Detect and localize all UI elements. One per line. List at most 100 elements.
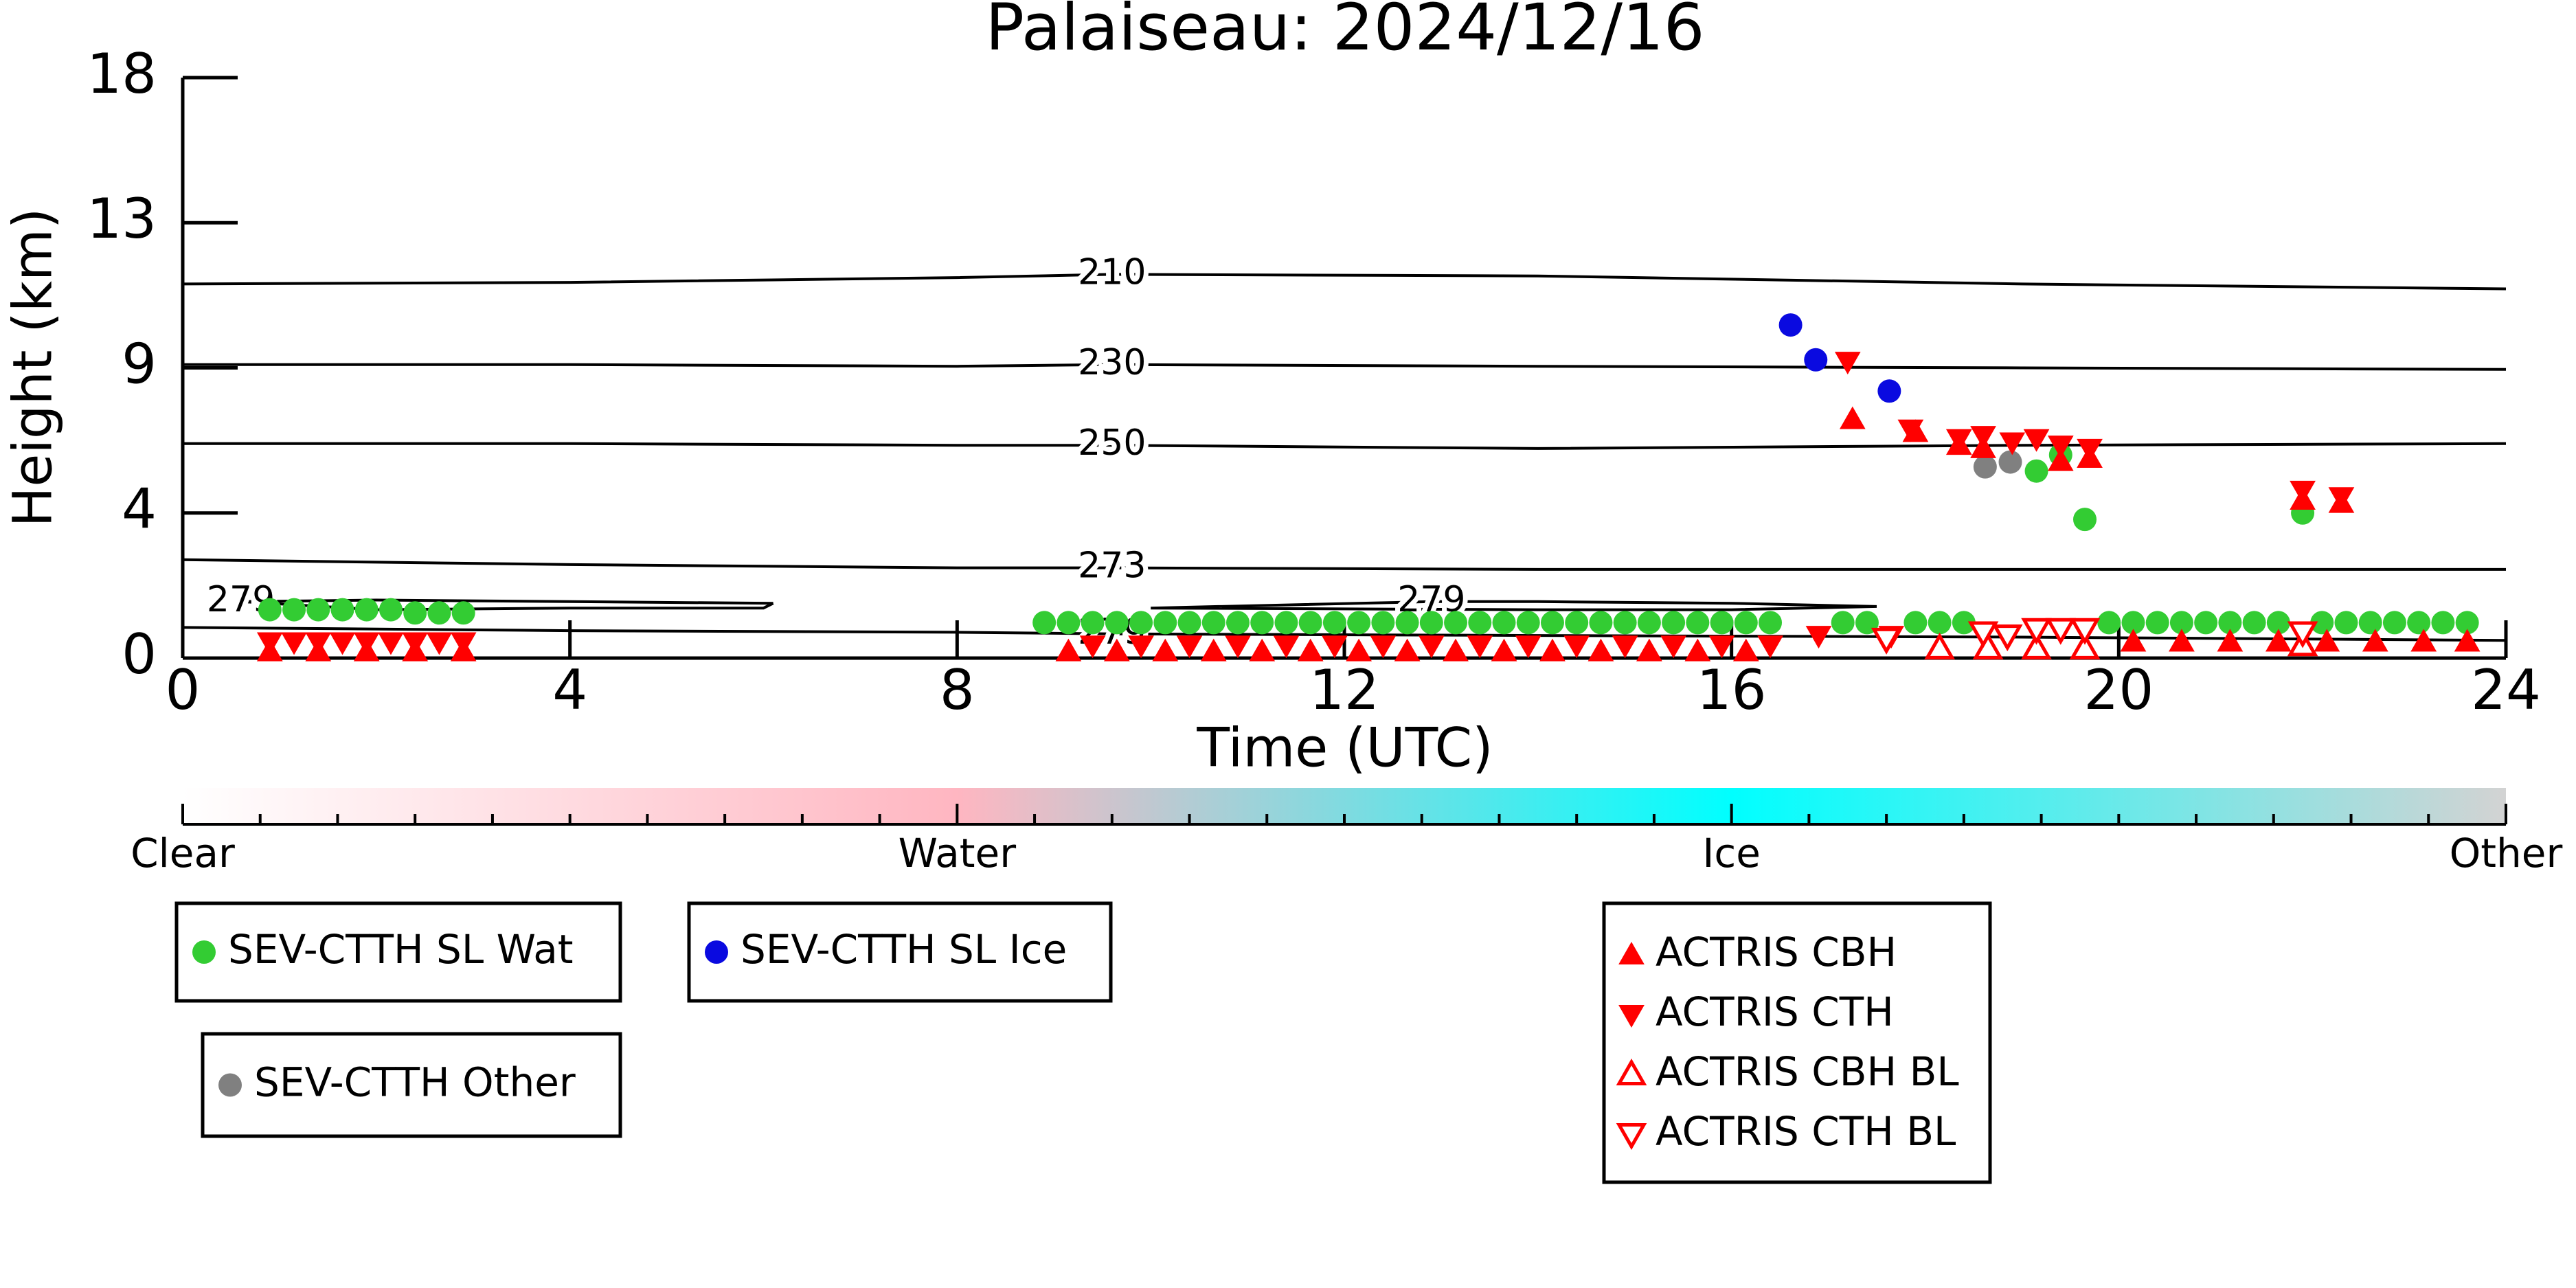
- legend-label: ACTRIS CBH BL: [1656, 1048, 1959, 1095]
- contour-label: 273: [1078, 545, 1146, 587]
- x-tick-label: 24: [2471, 658, 2541, 722]
- marker: [354, 598, 379, 622]
- marker: [2410, 629, 2437, 652]
- marker: [1967, 621, 1999, 648]
- marker: [1297, 638, 1324, 662]
- contour-label: 230: [1078, 342, 1146, 383]
- marker: [1839, 406, 1866, 429]
- marker: [1973, 455, 1997, 479]
- contour-line: [182, 558, 2506, 571]
- legend-marker: [705, 940, 728, 964]
- marker: [2120, 629, 2147, 652]
- marker: [1589, 611, 1613, 635]
- marker: [402, 632, 429, 655]
- marker: [1103, 638, 1130, 662]
- marker: [1249, 638, 1276, 662]
- marker: [1662, 611, 1686, 635]
- marker: [2097, 611, 2121, 635]
- marker: [2121, 611, 2145, 635]
- marker: [1970, 426, 1996, 449]
- marker: [1871, 627, 1902, 655]
- y-axis-label: Height (km): [2, 208, 64, 528]
- contour-line: [183, 442, 2507, 450]
- marker: [305, 632, 332, 655]
- marker: [1273, 635, 1300, 659]
- legend-marker: [192, 940, 216, 964]
- marker: [1322, 611, 1346, 635]
- marker: [2021, 618, 2052, 645]
- marker: [1394, 638, 1421, 662]
- legend-marker: [1616, 1123, 1647, 1151]
- marker: [1588, 638, 1614, 662]
- x-tick-label: 8: [940, 658, 975, 722]
- marker: [1708, 635, 1735, 659]
- marker: [1081, 611, 1105, 635]
- marker: [1105, 611, 1129, 635]
- contour-line: [182, 273, 2507, 291]
- marker: [2242, 611, 2266, 635]
- legend-label: ACTRIS CTH: [1656, 988, 1894, 1035]
- marker: [2287, 621, 2318, 648]
- marker: [1565, 611, 1589, 635]
- marker: [1877, 379, 1901, 403]
- marker: [2455, 611, 2479, 635]
- marker: [1055, 638, 1082, 662]
- marker: [1371, 611, 1395, 635]
- marker: [1491, 638, 1517, 662]
- marker: [1834, 352, 1861, 375]
- x-tick-label: 12: [1309, 658, 1379, 722]
- marker: [2069, 618, 2101, 645]
- marker: [1322, 635, 1348, 659]
- marker: [2358, 611, 2382, 635]
- marker: [1274, 611, 1298, 635]
- marker: [1804, 348, 1828, 372]
- marker: [2145, 611, 2169, 635]
- marker: [282, 598, 306, 622]
- legend-label: SEV-CTTH SL Ice: [741, 926, 1067, 973]
- marker: [1128, 635, 1154, 659]
- y-tick-label: 18: [87, 42, 157, 106]
- x-tick-label: 16: [1697, 658, 1767, 722]
- marker: [1563, 635, 1590, 659]
- marker: [2454, 629, 2481, 652]
- marker: [1298, 611, 1322, 635]
- colorbar-label: Other: [2450, 830, 2563, 877]
- marker: [2266, 611, 2290, 635]
- marker: [1897, 419, 1924, 442]
- marker: [256, 632, 283, 655]
- marker: [1515, 635, 1541, 659]
- legend-marker: [1616, 1058, 1647, 1085]
- marker: [1734, 611, 1758, 635]
- marker: [2407, 611, 2431, 635]
- x-axis-label: Time (UTC): [1196, 717, 1493, 779]
- marker: [2047, 448, 2074, 471]
- y-tick-label: 4: [122, 477, 157, 541]
- marker: [1467, 635, 1493, 659]
- marker: [2073, 508, 2097, 532]
- legend-marker: [218, 1073, 242, 1097]
- marker: [2077, 438, 2103, 462]
- marker: [329, 632, 356, 655]
- marker: [1805, 626, 1832, 649]
- marker: [2362, 629, 2388, 652]
- marker: [1444, 611, 1468, 635]
- marker: [1200, 638, 1227, 662]
- y-tick-label: 0: [122, 622, 157, 686]
- marker: [1395, 611, 1419, 635]
- marker: [1443, 638, 1469, 662]
- legend-box: [687, 901, 1113, 1003]
- marker: [1177, 611, 1201, 635]
- legend-label: ACTRIS CTH BL: [1656, 1108, 1956, 1155]
- marker: [1686, 611, 1710, 635]
- legend: SEV-CTTH SL Ice: [687, 901, 1113, 1003]
- marker: [1419, 611, 1443, 635]
- marker: [1539, 638, 1566, 662]
- marker: [2265, 629, 2292, 652]
- marker: [1079, 635, 1106, 659]
- marker: [451, 601, 475, 625]
- marker: [1732, 638, 1759, 662]
- marker: [258, 598, 282, 622]
- marker: [2310, 611, 2334, 635]
- marker: [1492, 611, 1516, 635]
- y-tick-label: 13: [87, 187, 157, 251]
